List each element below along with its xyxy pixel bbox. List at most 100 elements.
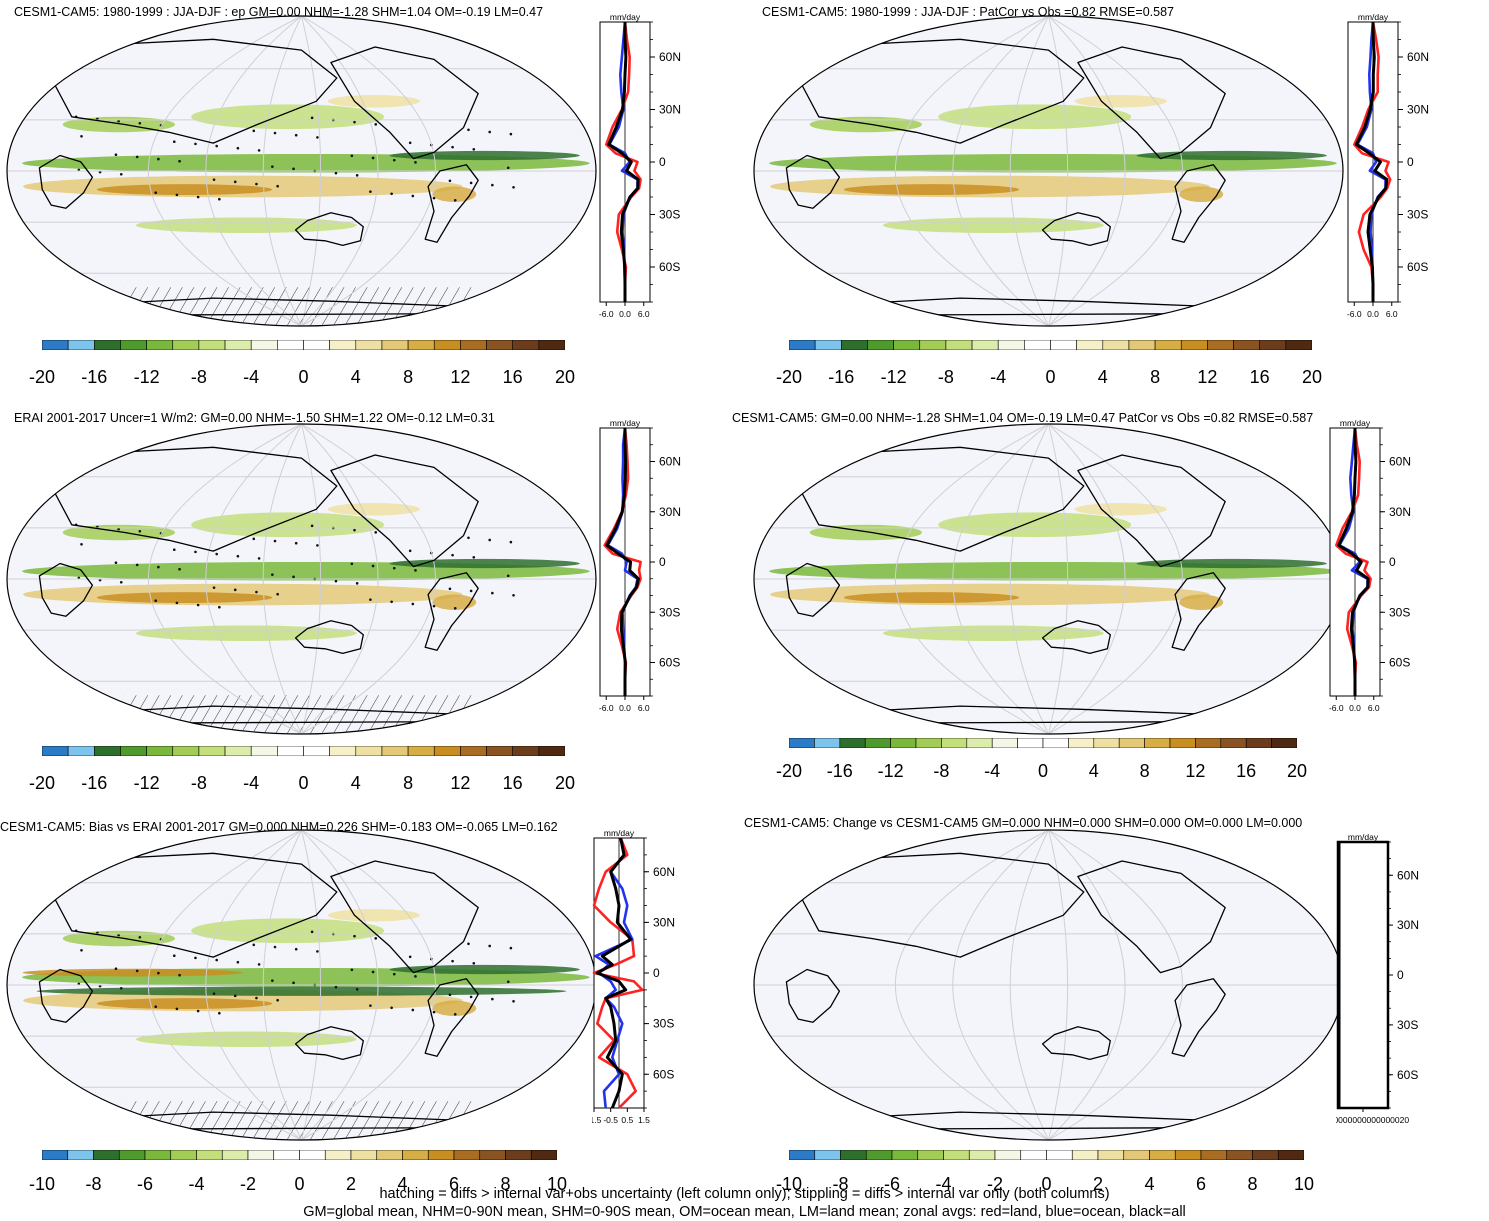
zonal-series-all <box>595 837 633 1109</box>
north-america-outline <box>1077 46 1226 160</box>
lat-tick-label: 60S <box>1407 260 1428 274</box>
colorbar-tick-label: 4 <box>1088 761 1099 781</box>
colorbar-tick-label: 20 <box>554 367 576 387</box>
colorbar-swatch <box>1195 738 1222 748</box>
colorbar-swatch <box>1076 340 1104 350</box>
colorbar-swatch <box>479 1150 506 1160</box>
colorbar-swatch <box>376 1150 403 1160</box>
colorbar-tick-label: 8 <box>1139 761 1150 781</box>
stippling <box>74 115 515 202</box>
colorbar-swatch <box>814 1150 841 1160</box>
colorbar-swatch <box>1068 738 1095 748</box>
colorbar <box>42 746 565 756</box>
colorbar-swatch <box>460 340 487 350</box>
north-america-outline <box>330 860 479 974</box>
zonal-series-land <box>605 21 642 302</box>
colorbar-swatch <box>1285 340 1312 350</box>
colorbar-swatch <box>840 340 868 350</box>
map-border <box>753 15 1344 327</box>
colorbar-swatch <box>890 738 917 748</box>
hatching-region <box>124 1101 479 1140</box>
colorbar-tick-label: -8 <box>933 761 950 781</box>
colorbar-tick-label: 0 <box>298 773 309 793</box>
precip-band-3 <box>843 184 1020 196</box>
colorbar-swatch <box>530 1150 557 1160</box>
lat-tick-label: 30S <box>659 208 680 222</box>
colorbar-swatch <box>1154 340 1182 350</box>
colorbar-tick-label: 8 <box>403 367 414 387</box>
colorbar-swatch <box>915 738 942 748</box>
precip-band-4 <box>938 512 1132 538</box>
colorbar-tick-label: 0 <box>1045 367 1056 387</box>
zonal-series-land <box>1335 427 1372 696</box>
colorbar-swatch <box>867 340 894 350</box>
australia-outline <box>294 620 364 655</box>
colorbar-swatch <box>120 340 147 350</box>
colorbar-swatch <box>997 340 1025 350</box>
colorbar-tick-label: -8 <box>190 367 207 387</box>
colorbar-swatch <box>170 1150 197 1160</box>
colorbar-tick-label: 8 <box>1247 1174 1258 1194</box>
colorbar-tick-label: -20 <box>28 367 55 387</box>
lat-tick-label: 0 <box>1389 555 1396 569</box>
colorbar-swatch <box>146 746 174 756</box>
panel-title: CESM1-CAM5: GM=0.00 NHM=-1.28 SHM=1.04 O… <box>732 411 1314 425</box>
zonal-mean-plot: mm/day 60N 30N 0 30S 60S -1.5-0.50.5 1.5 <box>592 828 675 1125</box>
africa-outline <box>785 154 841 209</box>
colorbar-swatch <box>789 340 816 350</box>
colorbar-swatch <box>460 746 487 756</box>
eurasia-outline <box>50 852 338 958</box>
zonal-mean-plot: mm/day 60N 30N 0 30S 60S 0.000000000000000020 <box>1336 832 1419 1125</box>
colorbar <box>789 738 1297 748</box>
colorbar-swatch <box>1259 340 1287 350</box>
zonal-x-tick-label: -6.0 <box>1347 309 1362 319</box>
precip-band-9 <box>36 986 567 996</box>
zonal-series-all <box>605 428 640 696</box>
colorbar-swatch <box>486 340 513 350</box>
colorbar-swatch <box>891 1150 919 1160</box>
zonal-x-tick-label: 0.0 <box>619 309 631 319</box>
colorbar-swatch <box>93 746 121 756</box>
zonal-series-all <box>607 22 640 302</box>
zonal-x-tick-label: -1.5 <box>592 1115 602 1125</box>
colorbar-tick-label: -8 <box>85 1174 102 1194</box>
map-border <box>6 423 597 735</box>
lat-tick-label: 60N <box>1397 868 1419 882</box>
africa-outline <box>785 968 841 1023</box>
colorbar-swatch <box>1102 340 1130 350</box>
south-america-outline <box>1171 164 1226 243</box>
colorbar-swatch <box>350 1150 378 1160</box>
lat-tick-label: 60N <box>1389 455 1411 469</box>
colorbar-tick-label: 16 <box>1249 367 1270 387</box>
hatching-region <box>124 287 479 326</box>
colorbar-swatch <box>247 1150 275 1160</box>
colorbar-tick-label: -12 <box>133 773 160 793</box>
colorbar-swatch <box>277 340 304 350</box>
zonal-mean-plot: mm/day 60N 30N 0 30S 60S -6.0 0.0 6.0 <box>1347 12 1429 319</box>
footer-line-2: GM=global mean, NHM=0-90N mean, SHM=0-90… <box>303 1204 1186 1220</box>
colorbar-tick-label: -20 <box>28 773 55 793</box>
colorbar <box>42 1150 557 1160</box>
colorbar-tick-label: 4 <box>1097 367 1108 387</box>
colorbar-swatch <box>971 340 999 350</box>
precip-band-1 <box>389 964 580 975</box>
colorbar-swatch <box>42 746 69 756</box>
north-america-outline <box>1077 454 1226 568</box>
colorbar-swatch <box>538 340 565 350</box>
colorbar-tick-label: 6 <box>448 1174 459 1194</box>
colorbar <box>42 340 565 350</box>
lat-tick-label: 30S <box>653 1017 674 1031</box>
precip-band-6 <box>1074 95 1167 108</box>
colorbar-swatch <box>917 1150 944 1160</box>
lat-tick-label: 60N <box>659 50 681 64</box>
colorbar-tick-label: 0 <box>294 1174 305 1194</box>
panel-title: CESM1-CAM5: Bias vs ERAI 2001-2017 GM=0.… <box>0 820 558 834</box>
world-map <box>6 423 597 735</box>
colorbar-swatch <box>355 746 383 756</box>
precip-band-4 <box>191 512 385 538</box>
colorbar-swatch <box>303 746 330 756</box>
colorbar-tick-label: 12 <box>1185 761 1206 781</box>
africa-outline <box>38 968 94 1023</box>
colorbar-swatch <box>1200 1150 1228 1160</box>
colorbar-tick-label: 10 <box>546 1174 568 1194</box>
